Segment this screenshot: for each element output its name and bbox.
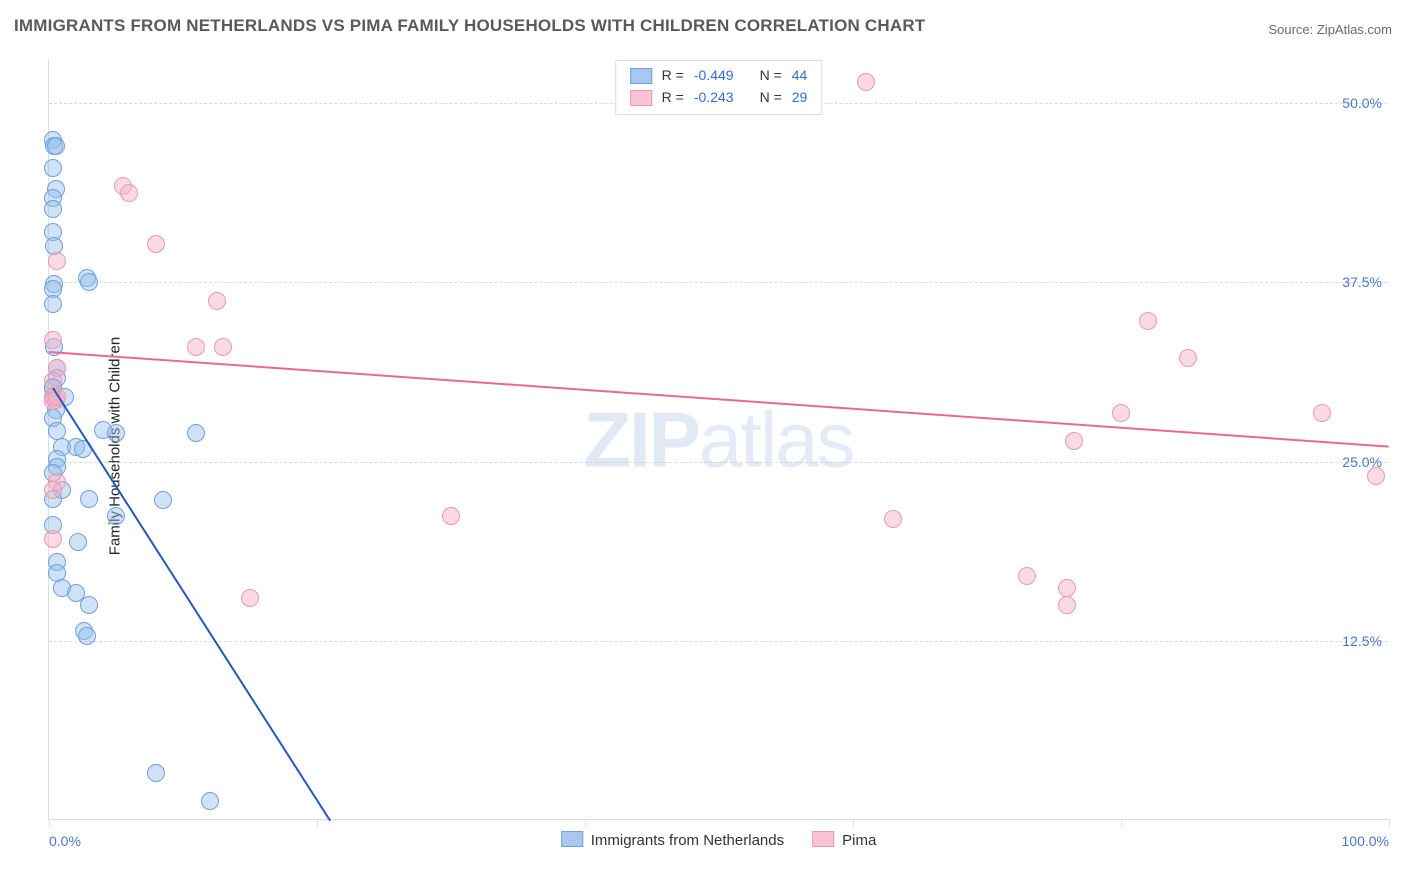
scatter-point-netherlands[interactable] [187,424,205,442]
series-legend-item: Pima [812,831,876,849]
scatter-point-pima[interactable] [1179,349,1197,367]
scatter-point-pima[interactable] [120,184,138,202]
scatter-point-netherlands[interactable] [78,627,96,645]
scatter-point-pima[interactable] [1112,404,1130,422]
scatter-point-pima[interactable] [147,235,165,253]
source-attribution: Source: ZipAtlas.com [1268,22,1392,37]
stats-legend-n-value: 44 [792,65,808,87]
stats-legend-n-label: N = [760,65,782,87]
stats-legend-r-value: -0.243 [694,87,734,109]
gridline [49,282,1388,283]
scatter-point-pima[interactable] [1065,432,1083,450]
stats-legend-swatch-icon [630,68,652,84]
watermark-bold: ZIP [583,395,698,483]
scatter-point-netherlands[interactable] [201,792,219,810]
source-prefix: Source: [1268,22,1316,37]
gridline [49,462,1388,463]
stats-legend-r-value: -0.449 [694,65,734,87]
scatter-point-netherlands[interactable] [80,273,98,291]
scatter-point-pima[interactable] [187,338,205,356]
scatter-point-netherlands[interactable] [44,159,62,177]
scatter-point-netherlands[interactable] [44,200,62,218]
x-tick-label: 100.0% [1342,833,1389,849]
scatter-point-pima[interactable] [442,507,460,525]
x-tick-label: 0.0% [49,833,81,849]
stats-legend-row: R = -0.449 N = 44 [630,65,808,87]
scatter-point-pima[interactable] [214,338,232,356]
stats-legend-row: R = -0.243 N = 29 [630,87,808,109]
series-legend-label: Immigrants from Netherlands [591,832,784,849]
stats-legend-swatch-icon [630,90,652,106]
scatter-point-netherlands[interactable] [47,137,65,155]
scatter-point-netherlands[interactable] [80,490,98,508]
watermark: ZIPatlas [583,394,853,485]
scatter-point-netherlands[interactable] [69,533,87,551]
scatter-point-pima[interactable] [1367,467,1385,485]
scatter-point-netherlands[interactable] [147,764,165,782]
scatter-point-pima[interactable] [44,530,62,548]
scatter-point-pima[interactable] [1313,404,1331,422]
x-tick [317,819,318,827]
y-tick-label: 37.5% [1342,274,1382,290]
y-tick-label: 50.0% [1342,95,1382,111]
series-legend-swatch-icon [561,831,583,847]
stats-legend-n-value: 29 [792,87,808,109]
scatter-point-pima[interactable] [1058,596,1076,614]
x-tick [1121,819,1122,827]
scatter-point-pima[interactable] [1018,567,1036,585]
x-tick [1389,819,1390,827]
scatter-point-netherlands[interactable] [80,596,98,614]
scatter-point-pima[interactable] [1139,312,1157,330]
scatter-point-pima[interactable] [241,589,259,607]
scatter-point-netherlands[interactable] [154,491,172,509]
scatter-point-pima[interactable] [208,292,226,310]
series-legend: Immigrants from Netherlands Pima [561,831,877,849]
scatter-point-pima[interactable] [857,73,875,91]
scatter-point-netherlands[interactable] [44,295,62,313]
source-link[interactable]: ZipAtlas.com [1317,22,1392,37]
scatter-point-netherlands[interactable] [107,424,125,442]
scatter-point-pima[interactable] [1058,579,1076,597]
scatter-point-pima[interactable] [44,331,62,349]
stats-legend-r-label: R = [662,65,684,87]
x-tick [585,819,586,827]
gridline [49,641,1388,642]
stats-legend-n-label: N = [760,87,782,109]
scatter-point-netherlands[interactable] [107,507,125,525]
plot-area: ZIPatlas R = -0.449 N = 44 R = -0.243 N … [48,60,1388,820]
scatter-point-pima[interactable] [48,252,66,270]
x-tick [49,819,50,827]
series-legend-item: Immigrants from Netherlands [561,831,784,849]
scatter-point-pima[interactable] [884,510,902,528]
series-legend-label: Pima [842,832,876,849]
x-tick [853,819,854,827]
stats-legend: R = -0.449 N = 44 R = -0.243 N = 29 [615,60,823,115]
stats-legend-r-label: R = [662,87,684,109]
chart-title: IMMIGRANTS FROM NETHERLANDS VS PIMA FAMI… [14,16,925,36]
y-tick-label: 12.5% [1342,633,1382,649]
series-legend-swatch-icon [812,831,834,847]
scatter-point-pima[interactable] [44,481,62,499]
